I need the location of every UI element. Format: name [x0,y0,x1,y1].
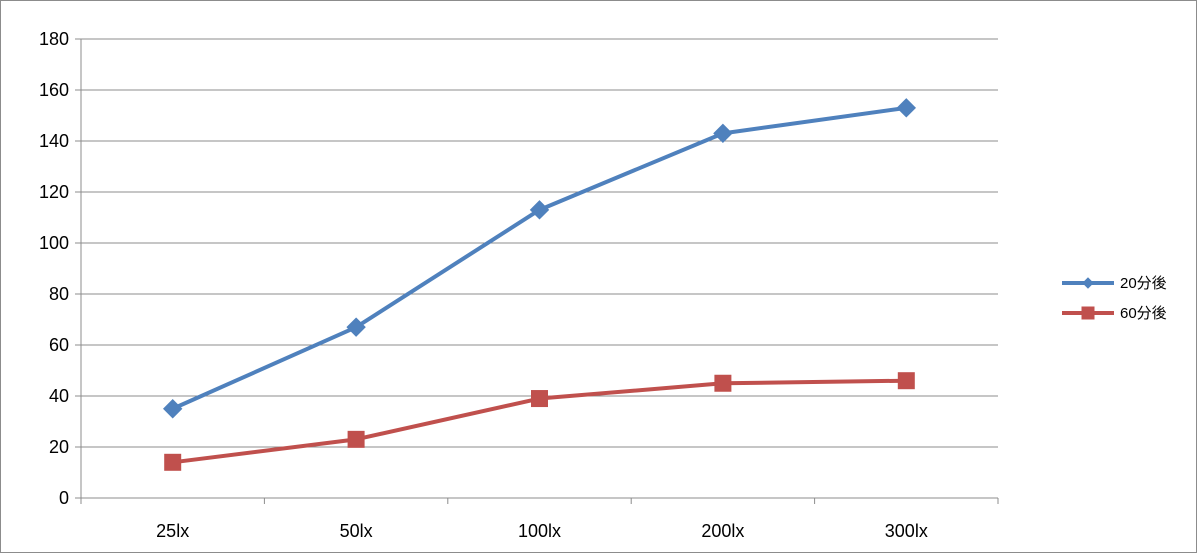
y-tick-label: 100 [39,233,69,253]
data-point-square [714,374,732,392]
legend-item-2: 60分後 [1062,305,1167,322]
series-line [170,105,909,411]
data-point-diamond [346,317,366,337]
y-tick-label: 80 [49,284,69,304]
series-1 [162,98,917,419]
y-tick-label: 140 [39,131,69,151]
x-tick-label: 300lx [885,521,928,541]
data-point-diamond [896,98,917,118]
y-tick-label: 20 [49,437,69,457]
axes: 0 20 40 60 80 100 120 140 160 180 25lx 50lx 100lx 200… [39,29,999,541]
series-lines [162,98,917,471]
data-point-square [347,430,365,448]
data-point-square [531,390,548,408]
y-tick-label: 180 [39,29,69,49]
x-tick-label: 25lx [156,521,189,541]
data-point-square [164,453,182,471]
data-point-diamond [162,399,183,419]
data-point-diamond [529,200,550,220]
legend: 20分後 60分後 [1062,275,1167,322]
series-2 [164,372,915,471]
gridlines [81,38,998,448]
x-tick-label: 50lx [340,521,373,541]
data-point-square [1081,306,1095,320]
data-point-diamond [1082,277,1094,289]
y-tick-label: 0 [59,488,69,508]
data-point-square [897,372,915,390]
data-point-diamond [713,123,733,144]
y-tick-label: 120 [39,182,69,202]
y-tick-label: 40 [49,386,69,406]
y-tick-label: 160 [39,80,69,100]
legend-item-1: 20分後 [1062,275,1167,292]
legend-label: 60分後 [1120,305,1167,322]
y-tick-label: 60 [49,335,69,355]
x-tick-label: 100lx [518,521,561,541]
x-tick-label: 200lx [701,521,744,541]
legend-label: 20分後 [1120,275,1167,292]
